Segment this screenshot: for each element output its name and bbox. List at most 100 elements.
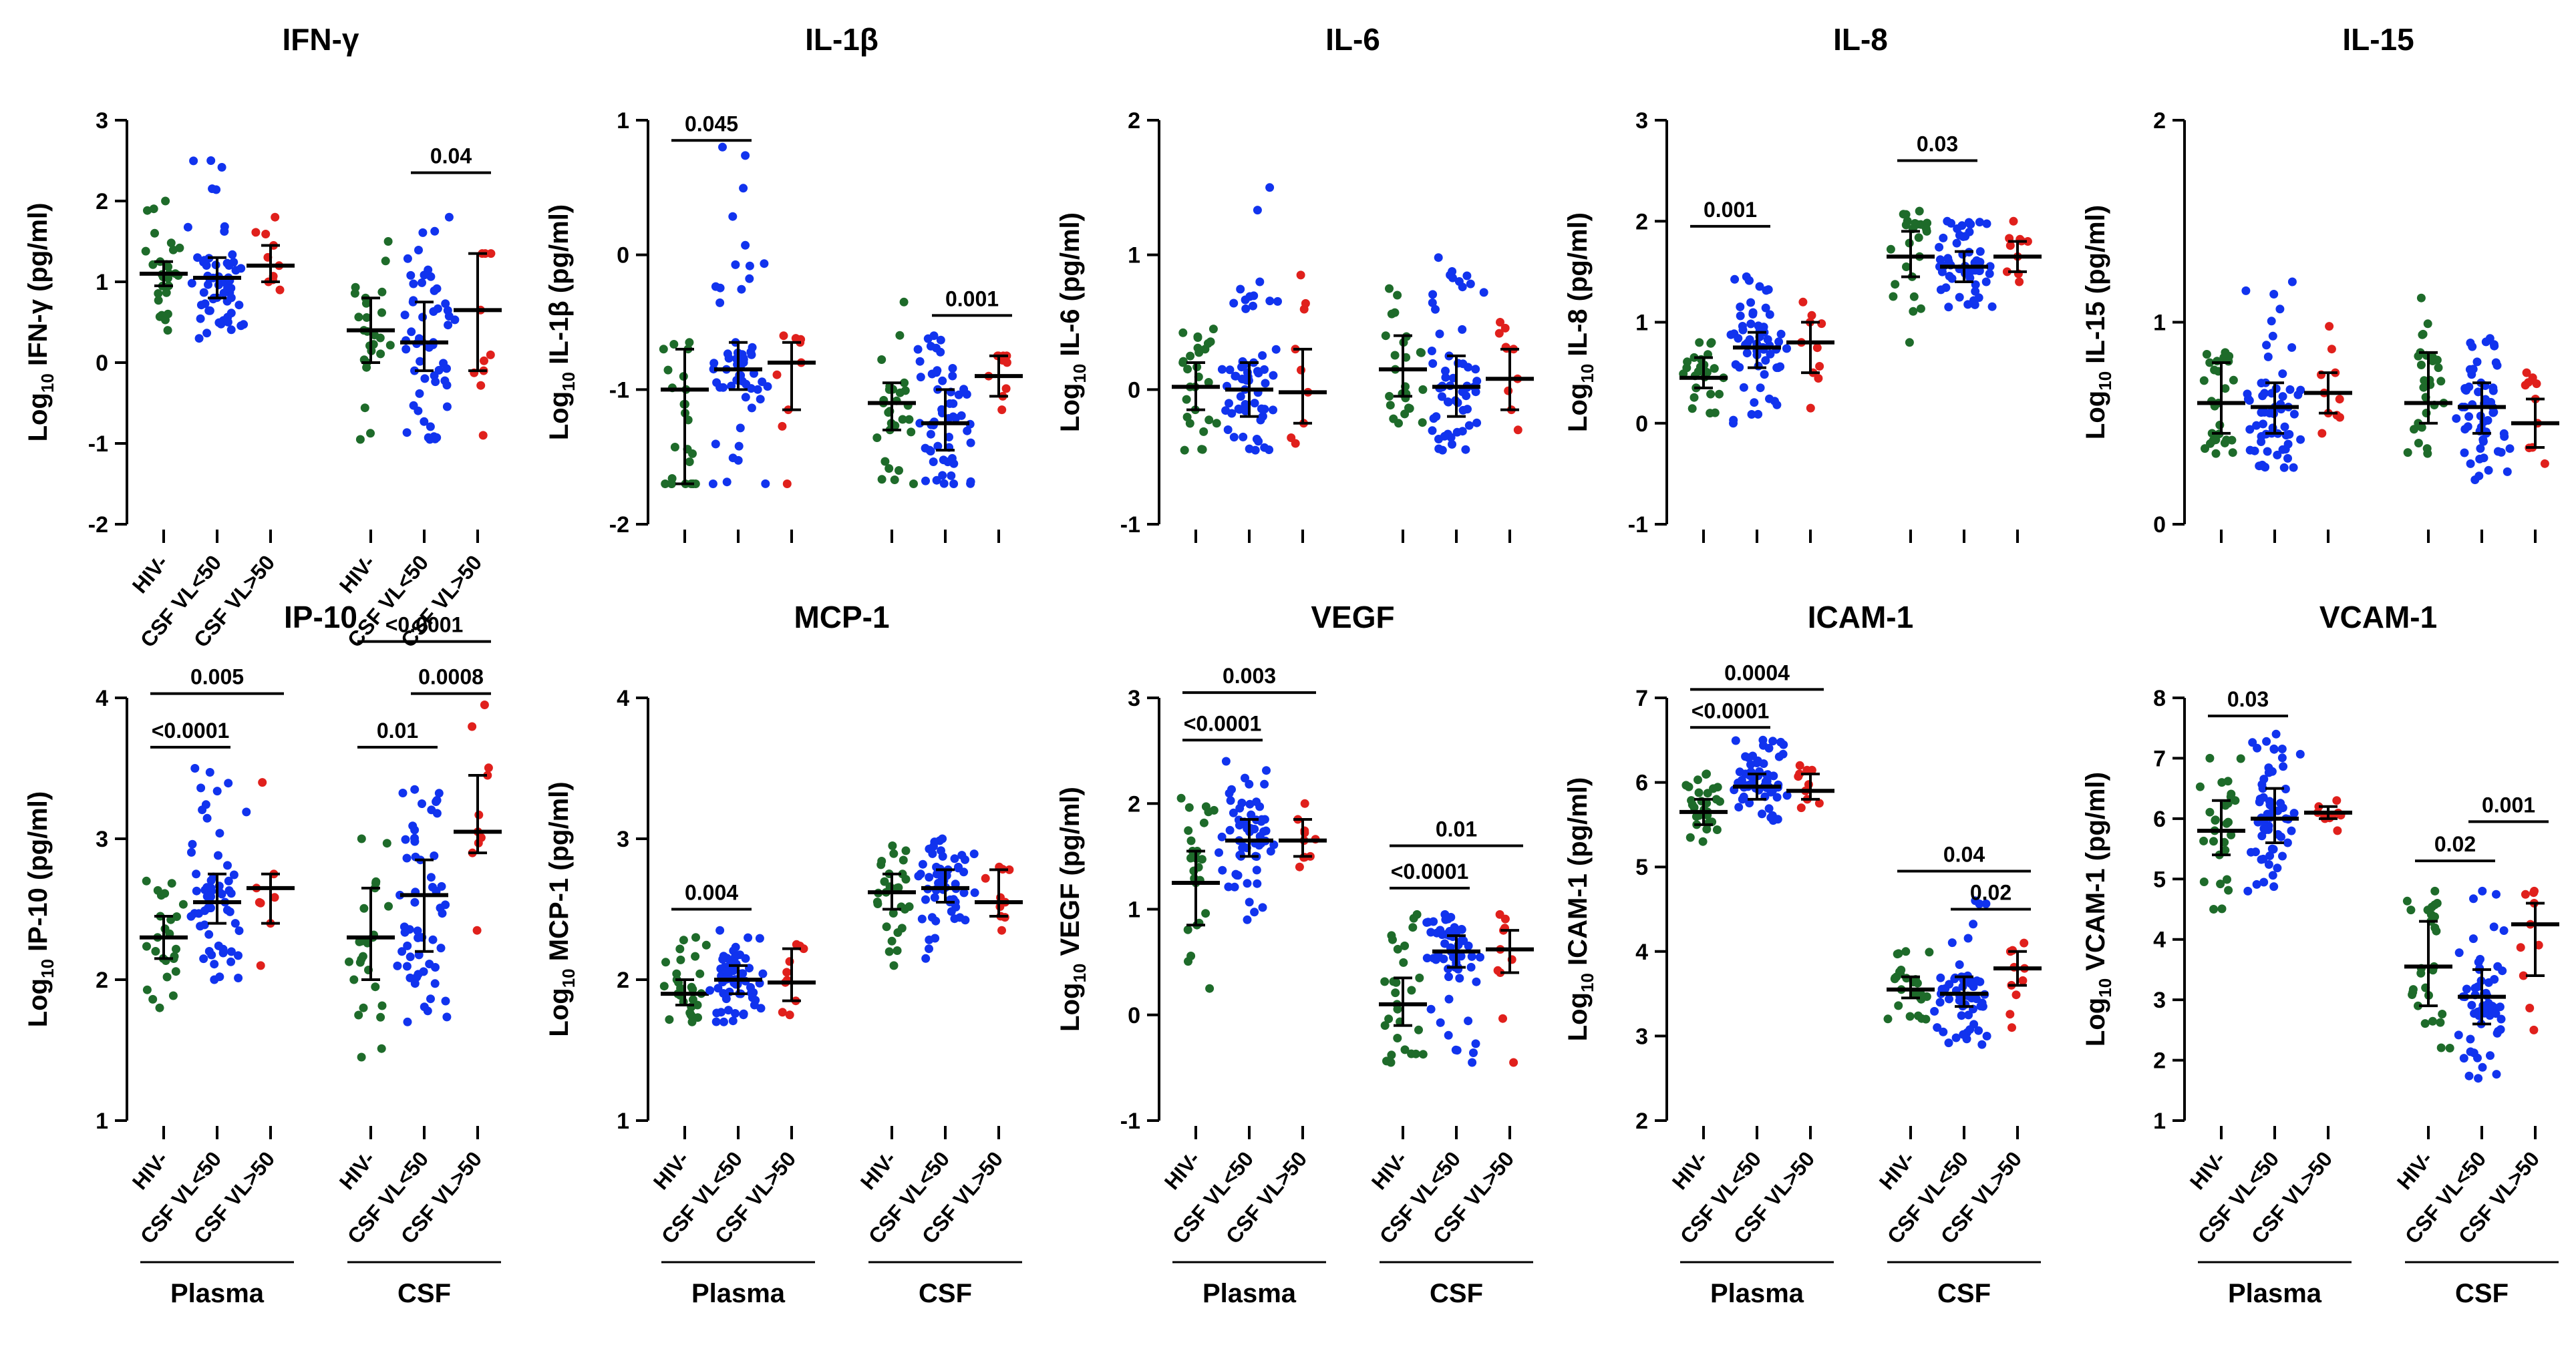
p-value-label: 0.02 [2434,832,2476,856]
data-point [1235,821,1244,830]
data-point [2418,329,2428,339]
data-point [2199,836,2209,845]
data-point [226,957,236,966]
data-point [2280,422,2289,431]
data-point [1184,803,1194,812]
y-tick-label: 2 [1128,791,1140,817]
chart-title: VEGF [1311,600,1394,634]
group-label-csf: CSF [919,1279,972,1308]
data-point [2009,216,2018,226]
y-axis-label: Log10 IL-8 (pg/ml) [1563,212,1597,432]
data-point [424,433,433,442]
data-point [1736,303,1745,311]
data-point [997,926,1006,935]
data-point [430,286,439,295]
data-point [1798,297,1808,307]
data-point [900,378,909,387]
data-point [2332,796,2342,805]
y-tick-label: 2 [96,968,108,993]
data-point [366,429,375,438]
data-point [192,869,201,879]
data-point [728,453,738,463]
data-point [1389,414,1398,423]
p-value-label: 0.004 [685,881,738,905]
data-point [961,916,970,925]
data-point [741,151,750,160]
series-5 [1422,910,1484,1067]
data-point [1226,796,1235,805]
data-point [734,441,744,451]
data-point [1393,1034,1402,1042]
data-point [2462,984,2471,994]
data-point [2005,241,2015,250]
data-point [1416,348,1425,357]
x-category-label: HIV- [2185,1147,2231,1194]
data-point [930,893,939,902]
data-point [949,412,958,421]
data-point [661,958,670,967]
data-point [410,825,420,835]
data-point [2269,290,2279,299]
data-point [403,254,412,263]
data-point [1209,325,1218,334]
data-point [2278,369,2287,379]
data-point [890,475,899,484]
data-point [1176,793,1186,803]
data-point [1476,952,1484,962]
data-point [1229,433,1239,442]
data-point [1444,972,1453,982]
data-point [1916,304,1925,313]
data-point [223,861,232,870]
data-point [360,403,369,413]
data-point [948,371,957,381]
data-point [1457,925,1466,934]
data-point [441,299,450,309]
data-point [895,466,903,475]
data-point [206,892,215,901]
data-point [198,805,207,815]
data-point [1957,1011,1966,1020]
data-point [1186,351,1195,361]
data-point [695,969,705,978]
data-point [1689,803,1699,812]
data-point [1748,309,1758,319]
data-point [2410,425,2418,434]
data-point [2325,322,2334,331]
data-point [1245,444,1254,453]
data-point [1225,365,1235,375]
series-3 [1786,297,1834,413]
data-point [2505,444,2515,453]
series-4 [2402,886,2454,1052]
data-point [1702,825,1712,834]
y-label-text: VEGF (pg/ml) [1056,787,1085,963]
data-point [1776,329,1786,339]
data-point [234,301,244,310]
data-point [1806,403,1815,413]
data-point [1005,865,1014,874]
data-point [376,349,385,359]
data-point [916,373,925,382]
data-point [921,954,931,963]
data-point [1744,753,1753,763]
data-point [738,377,747,386]
data-point [196,922,205,931]
data-point [1392,978,1401,987]
y-tick-label: 0 [96,351,108,376]
chart-ip-10: IP-10 1 2 3 4 Log10 IP-10 (pg/ml) <0.0001 0.005… [23,600,502,1308]
data-point [357,1052,366,1062]
data-point [1269,405,1277,415]
data-point [196,783,206,793]
data-point [1407,986,1416,995]
data-point [234,926,244,936]
data-point [1262,766,1271,775]
data-point [2243,886,2253,896]
series-2 [1726,272,1791,428]
data-point [2336,413,2344,422]
data-point [444,212,454,222]
data-point [1694,367,1703,376]
p-value-label: <0.0001 [1184,711,1262,735]
data-point [401,835,410,844]
y-tick-label: -2 [88,512,108,538]
data-point [204,930,214,939]
data-point [1287,433,1296,442]
